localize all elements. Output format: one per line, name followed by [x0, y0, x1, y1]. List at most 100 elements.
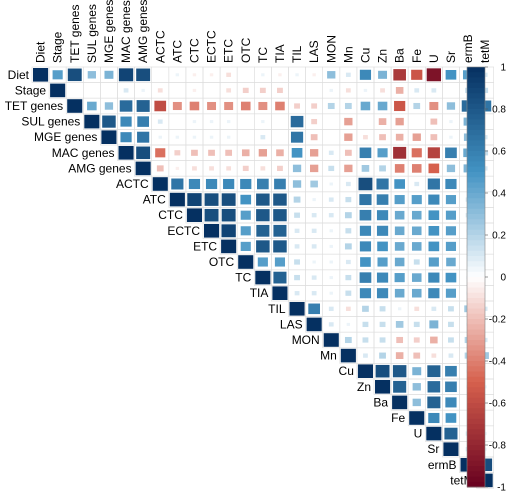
colorbar-segment — [467, 250, 485, 257]
colorbar-segment — [467, 282, 485, 288]
row-label: Cu — [339, 364, 354, 378]
corr-cell-etc-fe — [411, 242, 422, 251]
colorbar-segment — [467, 119, 485, 126]
colorbar-tick-label: -0.6 — [489, 399, 507, 410]
corr-cell-mac-genes-amg-genes — [136, 146, 151, 160]
corr-cell-actc-mn — [345, 181, 351, 187]
corr-cell-stage-fe — [414, 88, 420, 93]
corr-cell-tet-genes-til — [294, 103, 300, 109]
colorbar-segment — [467, 413, 485, 420]
row-label: LAS — [280, 317, 303, 331]
corr-cell-amg-genes-las — [310, 164, 319, 173]
corr-cell-ectc-mn — [345, 228, 352, 234]
col-label: tetM — [478, 40, 492, 63]
corr-cell-tia-tia — [272, 286, 288, 300]
corr-cell-ctc-ectc — [204, 208, 219, 222]
grid-cell — [442, 82, 460, 99]
corr-cell-mac-genes-mac-genes — [118, 146, 134, 160]
corr-cell-mac-genes-ba — [393, 146, 407, 159]
corr-cell-mac-genes-otc — [241, 149, 250, 157]
colorbar-segment — [467, 140, 485, 147]
corr-cell-amg-genes-tia — [277, 165, 283, 172]
corr-cell-stage-etc — [226, 88, 232, 93]
corr-cell-diet-til — [295, 73, 299, 77]
corr-cell-actc-zn — [376, 178, 389, 190]
corr-cell-diet-amg-genes — [136, 68, 151, 82]
colorbar-segment — [467, 93, 485, 99]
corr-cell-tet-genes-ectc — [207, 101, 217, 111]
colorbar-segment — [467, 387, 485, 393]
row-label: TET genes — [5, 99, 63, 113]
colorbar-segment — [467, 450, 485, 456]
corr-cell-actc-ectc — [205, 178, 218, 190]
corr-cell-las-ba — [395, 321, 404, 328]
corr-cell-atc-ba — [394, 195, 405, 205]
colorbar-segment — [467, 345, 485, 351]
grid-cell — [83, 82, 101, 99]
corr-cell-atc-otc — [240, 194, 252, 205]
corr-cell-mon-u — [430, 336, 438, 344]
corr-cell-tc-las — [311, 275, 317, 280]
colorbar-segment — [467, 198, 485, 204]
corr-cell-las-u — [429, 320, 439, 329]
corr-cell-diet-mge-genes — [104, 70, 114, 79]
corr-cell-mge-genes-tc — [260, 135, 266, 140]
corr-cell-otc-fe — [413, 259, 420, 265]
corr-cell-las-fe — [413, 321, 420, 328]
corr-cell-tet-genes-mac-genes — [119, 100, 133, 112]
corr-cell-etc-mn — [344, 243, 352, 250]
correlation-cells — [33, 68, 493, 488]
corr-cell-mn-zn — [379, 352, 386, 359]
corr-cell-ectc-til — [294, 228, 300, 233]
corr-cell-sul-genes-til — [290, 115, 304, 128]
corr-cell-mge-genes-fe — [412, 133, 421, 141]
corr-cell-amg-genes-mon — [328, 165, 335, 172]
corr-cell-til-sr — [448, 306, 454, 312]
corr-cell-etc-tia — [273, 240, 287, 253]
corr-cell-tia-ba — [394, 288, 405, 298]
corr-cell-mge-genes-ctc — [192, 135, 197, 139]
corr-cell-tet-genes-etc — [224, 101, 234, 111]
corr-cell-stage-cu — [363, 88, 368, 92]
corr-cell-stage-tia — [277, 87, 283, 94]
row-label: ACTC — [116, 177, 149, 191]
colorbar-tick-label: -1 — [497, 483, 506, 494]
corr-cell-til-til — [289, 302, 305, 316]
corr-cell-cu-fe — [412, 367, 422, 376]
colorbar-tick-label: -0.2 — [489, 315, 507, 326]
row-label: Mn — [320, 349, 337, 363]
col-label: Sr — [444, 51, 458, 63]
corr-cell-atc-atc — [169, 192, 185, 207]
corr-cell-mon-mn — [344, 336, 352, 344]
row-label: ECTC — [167, 224, 200, 238]
corr-cell-stage-mon — [329, 88, 333, 92]
corr-cell-amg-genes-cu — [361, 165, 370, 172]
corr-cell-zn-fe — [412, 383, 421, 391]
colorbar-segment — [467, 376, 485, 383]
colorbar-segment — [467, 261, 485, 267]
corr-cell-stage-otc — [242, 87, 249, 94]
corr-cell-atc-til — [293, 196, 301, 203]
colorbar-segment — [467, 88, 485, 94]
colorbar-segment — [467, 109, 485, 115]
colorbar-segment — [467, 361, 485, 367]
corr-cell-mac-genes-til — [291, 147, 303, 158]
corr-cell-atc-tia — [273, 193, 287, 206]
corr-cell-tia-mon — [329, 291, 333, 295]
corr-cell-diet-ectc — [209, 73, 214, 77]
colorbar-segment — [467, 208, 485, 215]
corr-cell-diet-zn — [378, 70, 388, 79]
corr-cell-sul-genes-etc — [226, 120, 231, 124]
colorbar-segment — [467, 266, 485, 273]
corr-cell-amg-genes-u — [428, 163, 440, 174]
corr-cell-actc-las — [310, 180, 318, 188]
colorbar-segment — [467, 408, 485, 414]
colorbar-segment — [467, 303, 485, 309]
corr-cell-stage-amg-genes — [141, 88, 145, 92]
corr-cell-etc-etc — [221, 239, 237, 254]
corr-cell-mn-sr — [448, 353, 454, 358]
grid-cell — [236, 66, 255, 83]
corr-cell-stage-ba — [395, 87, 404, 94]
colorbar-segment — [467, 329, 485, 336]
colorbar-segment — [467, 313, 485, 320]
